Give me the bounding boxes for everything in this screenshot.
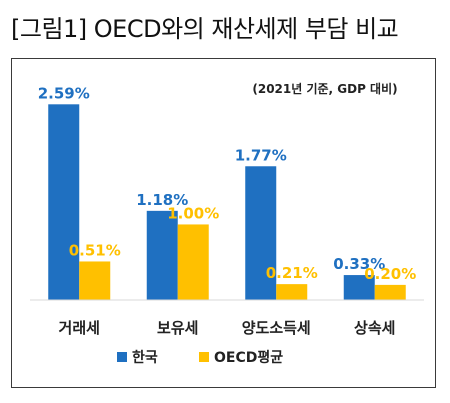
data-label-korea-1: 1.18% [136,191,188,209]
legend-label-korea: 한국 [132,350,158,366]
legend-swatch-oecd [199,352,209,362]
bar-korea-3 [343,275,375,300]
data-label-korea-0: 2.59% [38,84,90,102]
category-label-0: 거래세 [59,319,100,337]
data-label-oecd-3: 0.20% [364,265,416,283]
chart-frame: (2021년 기준, GDP 대비) 2.59% 0.51% 1.18% 1.00% 1… [11,58,436,388]
category-label-3: 상속세 [354,319,395,337]
legend-label-oecd: OECD평균 [214,349,283,366]
data-label-oecd-2: 0.21% [266,264,318,282]
data-label-korea-2: 1.77% [235,146,287,164]
chart-note: (2021년 기준, GDP 대비) [252,81,397,96]
legend-swatch-korea [117,352,127,362]
bar-korea-1 [146,210,178,300]
bar-oecd-0 [79,261,111,300]
chart-svg: (2021년 기준, GDP 대비) 2.59% 0.51% 1.18%1.00% 1… [30,81,424,366]
data-label-oecd-1: 1.00% [167,204,219,222]
data-label-oecd-0: 0.51% [69,241,121,259]
bar-oecd-1 [177,224,209,300]
bar-korea-0 [48,104,80,300]
bar-oecd-3 [374,284,406,300]
page-title: [그림1] OECD와의 재산세제 부담 비교 [11,15,399,43]
bar-korea-2 [245,166,277,300]
data-label-korea-3: 0.33% [333,255,385,273]
category-label-1: 보유세 [157,319,198,337]
category-label-2: 양도소득세 [242,319,311,337]
bar-oecd-2 [276,284,308,300]
